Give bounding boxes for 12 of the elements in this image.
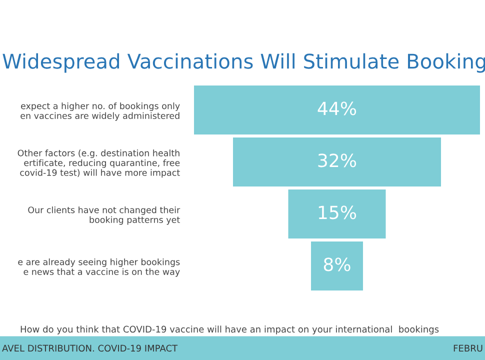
category-label: Other factors (e.g. destination health ertificate, reducing quarantine, free covid-19 test) will have more impact bbox=[18, 150, 180, 178]
data-label: 15% bbox=[318, 206, 356, 220]
data-label: 44% bbox=[318, 102, 356, 116]
category-label: e are already seeing higher bookings e news that a vaccine is on the way bbox=[18, 258, 180, 277]
text: AVEL DISTRIBUTION. COVID-19 IMPACT bbox=[2, 344, 178, 352]
text: Widespread Vaccinations Will Stimulate Booking bbox=[2, 53, 485, 73]
data-label: 8% bbox=[324, 258, 350, 272]
text: How do you think that COVID-19 vaccine will have an impact on your international bookings bbox=[20, 326, 439, 334]
category-label: Our clients have not changed their booking patterns yet bbox=[28, 206, 180, 225]
text: FEBRU bbox=[454, 344, 482, 352]
data-label: 32% bbox=[318, 154, 356, 168]
category-label: expect a higher no. of bookings only en vaccines are widely administered bbox=[20, 102, 180, 121]
